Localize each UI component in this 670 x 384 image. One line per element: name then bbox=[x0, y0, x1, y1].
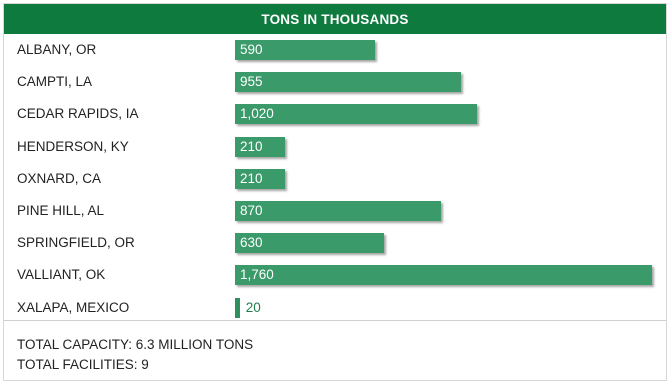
chart-frame: TONS IN THOUSANDS ALBANY, OR 590 CAMPTI, L… bbox=[3, 3, 667, 381]
bar bbox=[235, 297, 240, 318]
bar bbox=[235, 40, 375, 60]
total-facilities-text: TOTAL FACILITIES: 9 bbox=[17, 357, 149, 372]
chart-title: TONS IN THOUSANDS bbox=[4, 4, 666, 34]
category-label: HENDERSON, KY bbox=[17, 138, 129, 154]
data-label: 590 bbox=[240, 42, 263, 57]
data-label: 1,760 bbox=[240, 267, 274, 283]
data-label: 210 bbox=[240, 138, 263, 154]
total-capacity-text: TOTAL CAPACITY: 6.3 MILLION TONS bbox=[17, 337, 254, 352]
bar-chart: ALBANY, OR 590 CAMPTI, LA 955 CEDAR RAPIDS, … bbox=[4, 36, 666, 324]
category-label: VALLIANT, OK bbox=[17, 267, 106, 283]
data-label: 20 bbox=[245, 299, 261, 315]
data-label: 955 bbox=[240, 74, 263, 90]
category-label: OXNARD, CA bbox=[17, 170, 102, 186]
bar bbox=[235, 168, 285, 189]
category-label: PINE HILL, AL bbox=[17, 203, 105, 218]
divider bbox=[4, 320, 666, 321]
data-label: 1,020 bbox=[240, 106, 274, 122]
bar bbox=[235, 201, 442, 221]
bar bbox=[235, 72, 462, 93]
category-label: SPRINGFIELD, OR bbox=[17, 235, 135, 251]
category-label: XALAPA, MEXICO bbox=[17, 299, 130, 315]
category-label: CEDAR RAPIDS, IA bbox=[17, 106, 139, 122]
bar bbox=[235, 233, 385, 254]
bar bbox=[235, 265, 652, 286]
category-label: ALBANY, OR bbox=[17, 42, 97, 57]
chart-footer: TOTAL CAPACITY: 6.3 MILLION TONS TOTAL F… bbox=[17, 335, 253, 375]
data-label: 210 bbox=[240, 170, 263, 186]
bar bbox=[235, 136, 285, 157]
data-label: 630 bbox=[240, 235, 263, 251]
bar bbox=[235, 104, 477, 125]
data-label: 870 bbox=[240, 203, 263, 218]
category-label: CAMPTI, LA bbox=[17, 74, 93, 90]
